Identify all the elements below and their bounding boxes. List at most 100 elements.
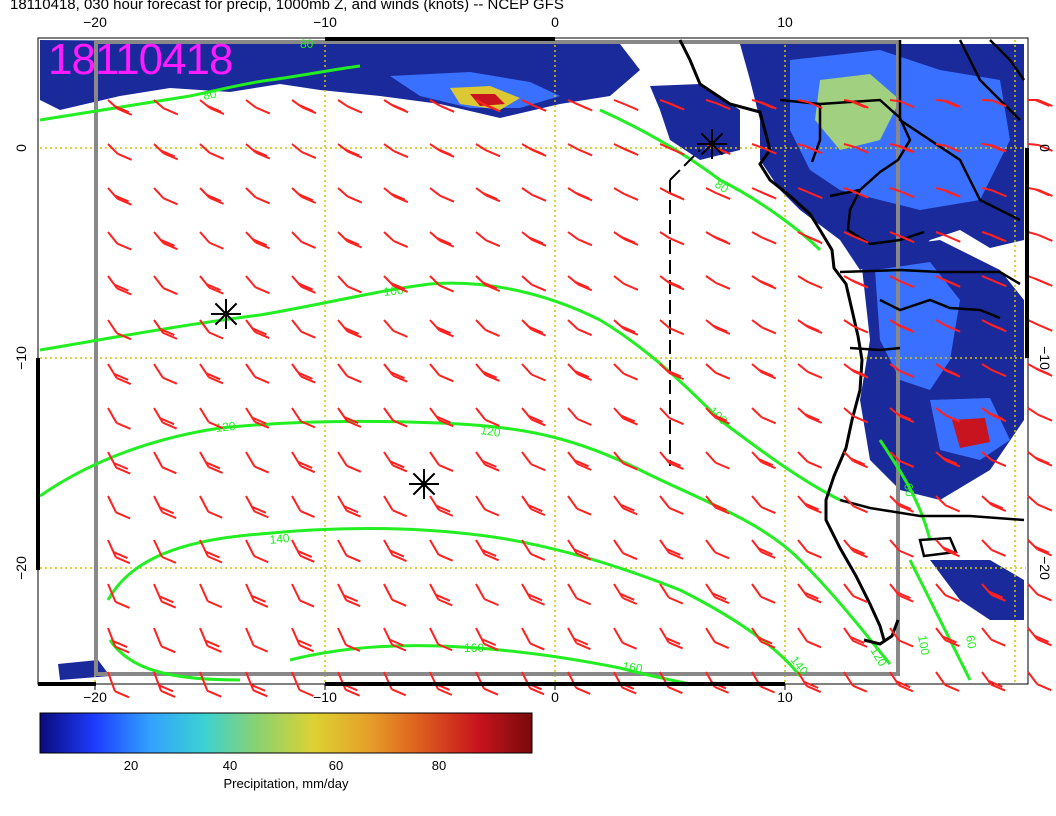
precip-angola-max <box>952 418 990 448</box>
wind-barb <box>383 495 408 518</box>
wind-barb <box>935 627 960 648</box>
wind-barb <box>981 627 1006 647</box>
wind-barb <box>337 407 362 428</box>
wind-barb <box>797 627 822 649</box>
wind-barb <box>291 231 317 249</box>
wind-barb <box>337 627 361 652</box>
wind-barb <box>751 583 776 604</box>
chart-title: 18110418, 030 hour forecast for precip, … <box>10 0 564 13</box>
border-5 <box>898 40 1021 222</box>
wind-barb <box>291 539 315 563</box>
wind-barb <box>521 275 547 292</box>
wind-barb <box>383 451 408 473</box>
wind-barb <box>1027 363 1053 377</box>
wind-barb <box>107 187 132 206</box>
dashed-line <box>669 149 701 466</box>
wind-barb <box>429 583 453 607</box>
lon-tick-label-top: −20 <box>83 14 107 30</box>
wind-barb <box>383 319 408 338</box>
lat-tick-label-left: −10 <box>13 346 29 370</box>
precip-africa-west-core <box>815 74 900 150</box>
wind-barb <box>1027 407 1053 422</box>
wind-barb <box>567 407 592 426</box>
colorbar-tick-label: 40 <box>222 758 238 773</box>
lon-tick-label-bottom: −20 <box>83 689 107 705</box>
height-contours <box>39 64 972 686</box>
wind-barb <box>199 451 223 474</box>
wind-barb <box>567 319 593 337</box>
wind-barb <box>843 231 869 244</box>
wind-barb <box>659 407 684 426</box>
wind-barb <box>751 319 777 335</box>
wind-barb <box>981 143 1007 153</box>
wind-barb <box>797 99 823 110</box>
wind-barb <box>291 187 317 204</box>
wind-barb <box>843 495 868 514</box>
wind-barb <box>935 231 961 243</box>
lat-tick-label-right: −20 <box>1037 556 1053 580</box>
wind-barb <box>429 627 453 652</box>
wind-barb <box>659 451 684 470</box>
wind-barb <box>475 583 499 607</box>
wind-barb <box>521 99 547 112</box>
wind-barb <box>981 275 1007 288</box>
wind-barb <box>429 451 454 472</box>
wind-barb <box>751 627 776 649</box>
border-4 <box>839 268 1021 286</box>
wind-barb <box>107 539 131 565</box>
wind-barb <box>889 99 915 109</box>
wind-barb <box>383 143 409 159</box>
wind-barb <box>751 495 776 515</box>
wind-barb <box>659 143 685 156</box>
wind-barb <box>245 319 270 340</box>
contour-label: 120 <box>480 423 502 440</box>
wind-barb <box>153 407 178 430</box>
wind-barb <box>613 187 639 201</box>
wind-barb <box>291 451 316 474</box>
wind-barb <box>245 671 268 698</box>
wind-barb <box>889 627 914 648</box>
wind-barb <box>291 363 316 384</box>
wind-barb <box>245 407 270 429</box>
wind-barb <box>199 583 223 609</box>
wind-barb <box>383 627 407 652</box>
colorbar-tick-label: 80 <box>431 758 447 773</box>
wind-barb <box>981 231 1007 243</box>
wind-barb <box>981 363 1007 378</box>
wind-barb <box>797 539 822 559</box>
wind-barb <box>245 539 269 564</box>
wind-barb <box>337 539 361 563</box>
border-8 <box>849 346 901 352</box>
wind-barb <box>935 187 961 198</box>
lat-tick-label-right: 0 <box>1037 144 1053 152</box>
wind-barb <box>291 319 316 339</box>
wind-barb <box>567 539 592 561</box>
wind-barb <box>981 671 1006 692</box>
contour-80-north <box>39 64 361 122</box>
wind-barb <box>935 319 961 333</box>
wind-barb <box>475 363 500 382</box>
wind-barb <box>337 495 361 518</box>
wind-barb <box>751 99 777 110</box>
wind-barb <box>291 99 317 115</box>
contour-label: 80 <box>300 37 314 51</box>
wind-barb <box>751 363 777 380</box>
star-marker <box>211 299 241 329</box>
wind-barb <box>567 143 593 157</box>
wind-barb <box>843 671 868 693</box>
wind-barb <box>1028 99 1053 107</box>
wind-barb <box>475 143 501 158</box>
wind-barb <box>797 231 823 245</box>
wind-barb <box>429 231 455 248</box>
wind-barb <box>751 539 776 559</box>
wind-barb <box>981 451 1007 468</box>
wind-barb <box>889 319 915 334</box>
colorbar-title: Precipitation, mm/day <box>223 776 349 791</box>
wind-barb <box>843 363 869 379</box>
wind-barb <box>337 231 363 249</box>
contour-label: 140 <box>269 531 291 547</box>
wind-barb <box>659 583 684 605</box>
wind-barb <box>843 319 869 334</box>
wind-barb <box>659 495 684 515</box>
wind-barb <box>797 187 823 200</box>
